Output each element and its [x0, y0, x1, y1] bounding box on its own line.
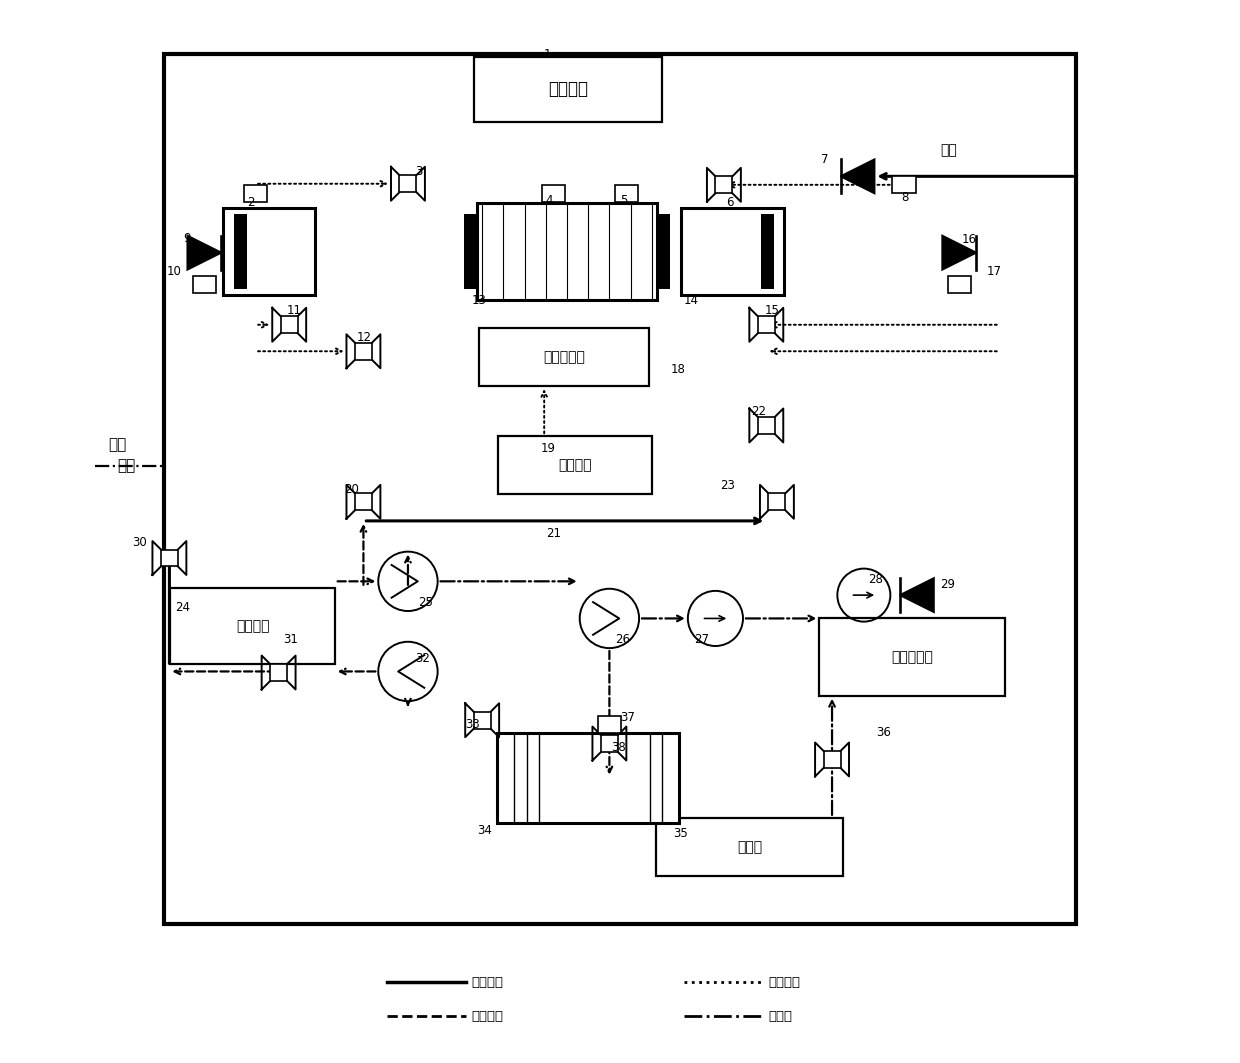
Bar	[223, 208, 315, 296]
Text: 32: 32	[415, 653, 430, 665]
Text: 16: 16	[961, 234, 976, 247]
Text: 19: 19	[541, 442, 556, 455]
Text: 7: 7	[821, 153, 830, 166]
Text: 蓄电装置: 蓄电装置	[558, 458, 591, 472]
Text: 15: 15	[764, 304, 779, 318]
Bar	[498, 436, 652, 494]
Bar	[161, 550, 177, 567]
Bar	[170, 588, 335, 664]
Text: 22: 22	[751, 405, 766, 418]
Bar	[893, 176, 916, 193]
Bar	[280, 317, 298, 333]
Bar	[656, 817, 843, 876]
Bar	[682, 208, 785, 296]
Bar	[270, 664, 288, 681]
Text: 28: 28	[868, 573, 883, 586]
Text: 调压气罐: 调压气罐	[236, 619, 269, 632]
Bar	[758, 417, 775, 434]
Text: 18: 18	[671, 362, 686, 376]
Text: 蓄水储热罐: 蓄水储热罐	[892, 651, 932, 664]
Text: 14: 14	[683, 293, 698, 307]
Polygon shape	[900, 578, 934, 612]
Text: 蓄水池: 蓄水池	[737, 840, 761, 854]
Text: 4: 4	[546, 195, 553, 207]
Polygon shape	[187, 236, 222, 270]
Text: 10: 10	[166, 266, 181, 279]
Bar	[192, 276, 216, 293]
Bar	[615, 185, 639, 202]
Bar	[497, 733, 680, 823]
Text: 控制通路: 控制通路	[769, 976, 801, 989]
Bar	[823, 750, 841, 767]
Text: 9: 9	[184, 233, 191, 246]
Text: 电机控制器: 电机控制器	[543, 350, 585, 365]
Bar	[164, 54, 1076, 924]
Text: 11: 11	[288, 304, 303, 318]
Text: 17: 17	[987, 266, 1002, 279]
Bar	[598, 716, 621, 733]
Text: 13: 13	[471, 293, 486, 307]
Bar	[399, 175, 417, 192]
Bar	[769, 493, 785, 510]
Text: 38: 38	[611, 741, 626, 755]
Bar	[761, 215, 774, 289]
Bar	[542, 185, 565, 202]
Bar	[234, 215, 247, 289]
Text: 25: 25	[419, 596, 434, 609]
Text: 空气通路: 空气通路	[471, 976, 503, 989]
Text: 26: 26	[615, 634, 630, 646]
Text: 24: 24	[175, 602, 190, 614]
Text: 控制模块: 控制模块	[548, 81, 588, 99]
Polygon shape	[942, 236, 976, 270]
Bar	[355, 342, 372, 359]
Text: 3: 3	[415, 165, 423, 178]
Bar	[657, 215, 670, 289]
Bar	[464, 215, 477, 289]
Text: 5: 5	[620, 195, 627, 207]
Bar	[758, 317, 775, 333]
Text: 2: 2	[247, 197, 254, 209]
Text: 37: 37	[620, 710, 635, 724]
Bar	[243, 185, 267, 202]
Text: 电网: 电网	[108, 437, 126, 452]
Text: 8: 8	[901, 191, 909, 204]
Text: 空气: 空气	[940, 142, 957, 157]
Bar	[355, 493, 372, 510]
Text: 12: 12	[357, 331, 372, 344]
Text: 水通路: 水通路	[769, 1010, 792, 1023]
Text: 27: 27	[694, 634, 709, 646]
Text: 调压通路: 调压通路	[471, 1010, 503, 1023]
Text: 23: 23	[719, 479, 734, 492]
Text: 33: 33	[465, 718, 480, 731]
Text: 电网: 电网	[118, 458, 135, 473]
Text: 6: 6	[727, 197, 734, 209]
Bar	[820, 619, 1004, 696]
Text: 35: 35	[673, 827, 688, 840]
Text: 30: 30	[133, 536, 148, 549]
Text: 29: 29	[940, 578, 955, 591]
Bar	[715, 176, 733, 193]
Bar	[479, 328, 649, 386]
Bar	[601, 735, 618, 752]
Bar	[947, 276, 971, 293]
Text: 36: 36	[877, 726, 892, 740]
Bar	[474, 712, 491, 729]
Text: 34: 34	[477, 824, 492, 837]
Bar	[474, 56, 662, 122]
Text: 20: 20	[345, 483, 360, 495]
Bar	[477, 203, 657, 301]
Text: 21: 21	[546, 527, 560, 540]
Text: 1: 1	[543, 48, 551, 61]
Polygon shape	[841, 159, 874, 193]
Text: 31: 31	[283, 634, 298, 646]
